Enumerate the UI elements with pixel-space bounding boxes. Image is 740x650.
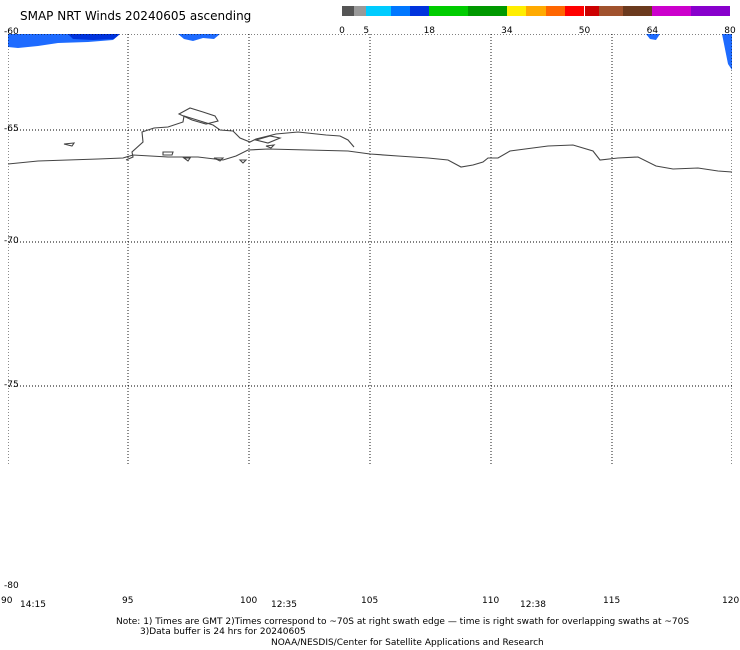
- wind-patch-top-mid: [178, 34, 220, 41]
- color-scale-label: 80: [724, 26, 736, 36]
- swath-time-label: 12:35: [271, 600, 297, 610]
- color-scale-label: 18: [423, 26, 436, 36]
- color-scale-label: 34: [501, 26, 513, 36]
- color-scale-segment: [468, 6, 507, 16]
- wind-map: [8, 34, 732, 464]
- wind-swath-patches: [8, 34, 732, 70]
- color-scale-segment: [545, 6, 566, 16]
- note-line-2: 3)Data buffer is 24 hrs for 20240605: [140, 627, 306, 637]
- lat-lon-grid: [8, 34, 732, 464]
- color-scale-label: 0: [339, 26, 345, 36]
- wind-patch-top-right: [646, 34, 660, 40]
- lon-label-120: 120: [722, 596, 740, 606]
- color-scale-segment: [342, 6, 355, 16]
- color-scale-segment: [584, 6, 600, 16]
- swath-time-label: 12:38: [520, 600, 546, 610]
- color-scale-label: 5: [363, 26, 370, 36]
- wind-patch-right-edge: [722, 34, 732, 70]
- color-scale-segment: [506, 6, 527, 16]
- antarctic-coastline: [8, 107, 732, 173]
- note-line-3: NOAA/NESDIS/Center for Satellite Applica…: [271, 638, 544, 648]
- wind-patch-topleft-dark: [68, 34, 120, 40]
- chart-title: SMAP NRT Winds 20240605 ascending: [20, 9, 252, 23]
- color-scale-segment: [623, 6, 653, 16]
- lon-label-100: 100: [240, 596, 258, 606]
- lon-label-90: 90: [1, 596, 13, 606]
- color-scale-segment: [409, 6, 430, 16]
- note-line-1: Note: 1) Times are GMT 2)Times correspon…: [116, 617, 690, 627]
- lat-label-60: -60: [4, 27, 19, 37]
- lat-label-70: -70: [4, 236, 19, 246]
- lon-label-110: 110: [482, 596, 500, 606]
- lat-label-75: -75: [4, 380, 19, 390]
- color-scale-segment: [366, 6, 391, 16]
- color-scale-segment: [599, 6, 624, 16]
- color-scale-segment: [565, 6, 585, 16]
- color-scale-label: 64: [646, 26, 659, 36]
- color-scale-segment: [354, 6, 367, 16]
- color-scale-segment: [526, 6, 546, 16]
- wind-speed-color-scale: 0 5 18 34 50 64 80: [339, 6, 736, 36]
- lat-label-65: -65: [4, 124, 19, 134]
- lon-label-105: 105: [361, 596, 379, 606]
- color-scale-segment: [652, 6, 692, 16]
- lon-label-95: 95: [122, 596, 134, 606]
- lon-label-115: 115: [603, 596, 621, 606]
- lat-label-80: -80: [4, 581, 19, 591]
- swath-time-label: 14:15: [20, 600, 46, 610]
- color-scale-segment: [691, 6, 730, 16]
- color-scale-segment: [390, 6, 410, 16]
- color-scale-segment: [429, 6, 469, 16]
- color-scale-label: 50: [578, 26, 591, 36]
